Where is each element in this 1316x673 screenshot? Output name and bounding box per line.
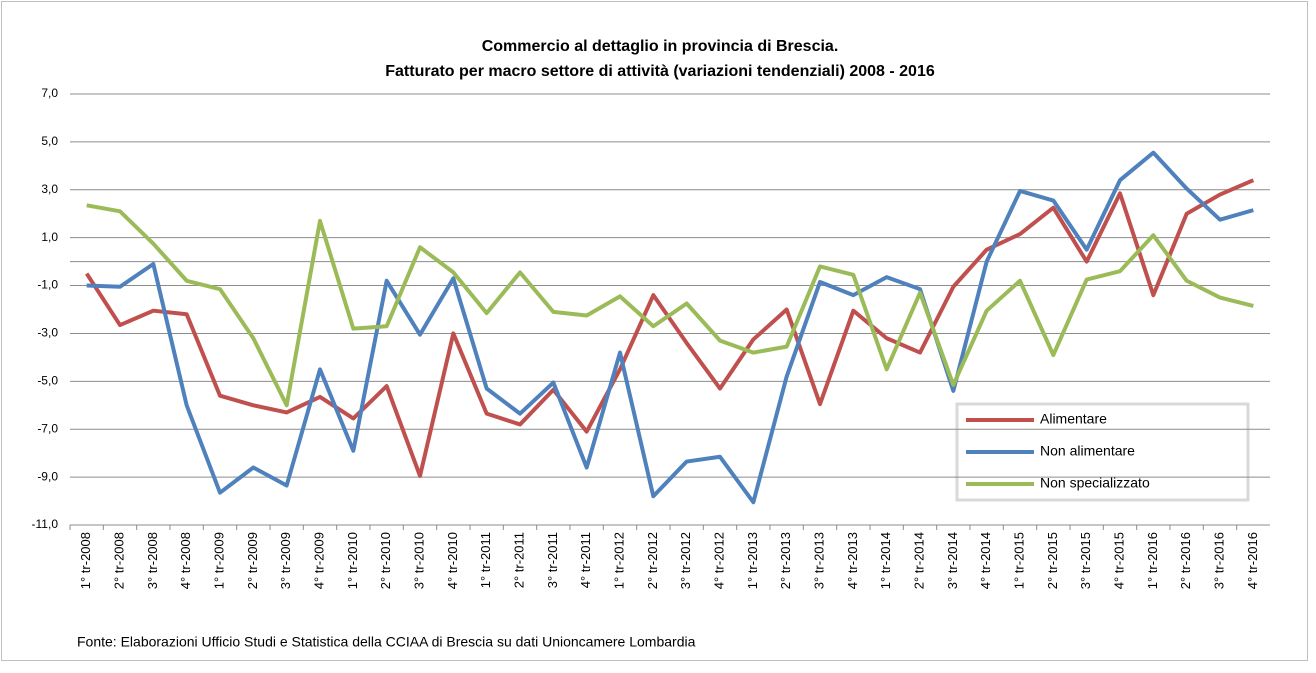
x-tick-label: 3° tr-2016 bbox=[1211, 532, 1226, 589]
series-line bbox=[86, 203, 1254, 408]
x-tick-label: 3° tr-2009 bbox=[278, 532, 293, 589]
legend-label: Alimentare bbox=[1040, 411, 1107, 427]
x-tick-label: 2° tr-2009 bbox=[245, 532, 260, 589]
chart-frame bbox=[1, 1, 1308, 661]
x-tick-label: 4° tr-2015 bbox=[1111, 532, 1126, 589]
x-tick-label: 4° tr-2016 bbox=[1245, 532, 1260, 589]
legend-label: Non specializzato bbox=[1040, 475, 1150, 491]
chart-title: Commercio al dettaglio in provincia di B… bbox=[482, 38, 839, 55]
x-tick-label: 4° tr-2009 bbox=[311, 532, 326, 589]
x-tick-label: 4° tr-2008 bbox=[178, 532, 193, 589]
y-tick-label: -7,0 bbox=[37, 421, 58, 435]
x-tick-label: 4° tr-2010 bbox=[445, 532, 460, 589]
x-tick-label: 2° tr-2012 bbox=[645, 532, 660, 589]
x-tick-label: 4° tr-2011 bbox=[578, 532, 593, 588]
x-tick-label: 1° tr-2010 bbox=[345, 532, 360, 589]
x-tick-label: 2° tr-2008 bbox=[111, 532, 126, 589]
y-tick-label: -3,0 bbox=[37, 326, 58, 340]
x-tick-label: 2° tr-2011 bbox=[511, 532, 526, 588]
y-tick-label: 7,0 bbox=[41, 86, 58, 100]
series-line bbox=[86, 150, 1254, 505]
y-tick-label: 3,0 bbox=[41, 182, 58, 196]
x-tick-label: 3° tr-2010 bbox=[411, 532, 426, 589]
y-tick-label: -9,0 bbox=[37, 469, 58, 483]
y-tick-label: 5,0 bbox=[41, 134, 58, 148]
x-tick-label: 4° tr-2014 bbox=[978, 532, 993, 589]
x-tick-label: 1° tr-2014 bbox=[878, 532, 893, 589]
legend-label: Non alimentare bbox=[1040, 443, 1135, 459]
series-line bbox=[84, 178, 1255, 478]
y-tick-label: -5,0 bbox=[37, 374, 58, 388]
chart-subtitle: Fatturato per macro settore di attività … bbox=[385, 63, 935, 80]
x-tick-label: 3° tr-2008 bbox=[145, 532, 160, 589]
x-tick-label: 2° tr-2013 bbox=[778, 532, 793, 589]
y-tick-label: 1,0 bbox=[41, 230, 58, 244]
x-tick-label: 1° tr-2011 bbox=[478, 532, 493, 588]
x-tick-label: 4° tr-2012 bbox=[711, 532, 726, 589]
x-tick-label: 1° tr-2013 bbox=[745, 532, 760, 589]
x-tick-label: 3° tr-2014 bbox=[945, 532, 960, 589]
x-tick-label: 3° tr-2015 bbox=[1078, 532, 1093, 589]
x-tick-label: 4° tr-2013 bbox=[845, 532, 860, 589]
x-tick-label: 3° tr-2013 bbox=[811, 532, 826, 589]
x-tick-label: 3° tr-2012 bbox=[678, 532, 693, 589]
x-tick-label: 1° tr-2016 bbox=[1145, 532, 1160, 589]
x-tick-label: 3° tr-2011 bbox=[545, 532, 560, 588]
x-tick-label: 2° tr-2010 bbox=[378, 532, 393, 589]
x-tick-label: 2° tr-2015 bbox=[1045, 532, 1060, 589]
y-tick-label: -1,0 bbox=[37, 278, 58, 292]
x-tick-label: 2° tr-2014 bbox=[911, 532, 926, 589]
x-tick-label: 1° tr-2012 bbox=[611, 532, 626, 589]
x-tick-label: 1° tr-2009 bbox=[211, 532, 226, 589]
y-tick-label: -11,0 bbox=[32, 517, 59, 531]
source-note: Fonte: Elaborazioni Ufficio Studi e Stat… bbox=[77, 634, 696, 650]
x-tick-label: 1° tr-2008 bbox=[78, 532, 93, 589]
x-tick-label: 2° tr-2016 bbox=[1178, 532, 1193, 589]
x-tick-label: 1° tr-2015 bbox=[1011, 532, 1026, 589]
